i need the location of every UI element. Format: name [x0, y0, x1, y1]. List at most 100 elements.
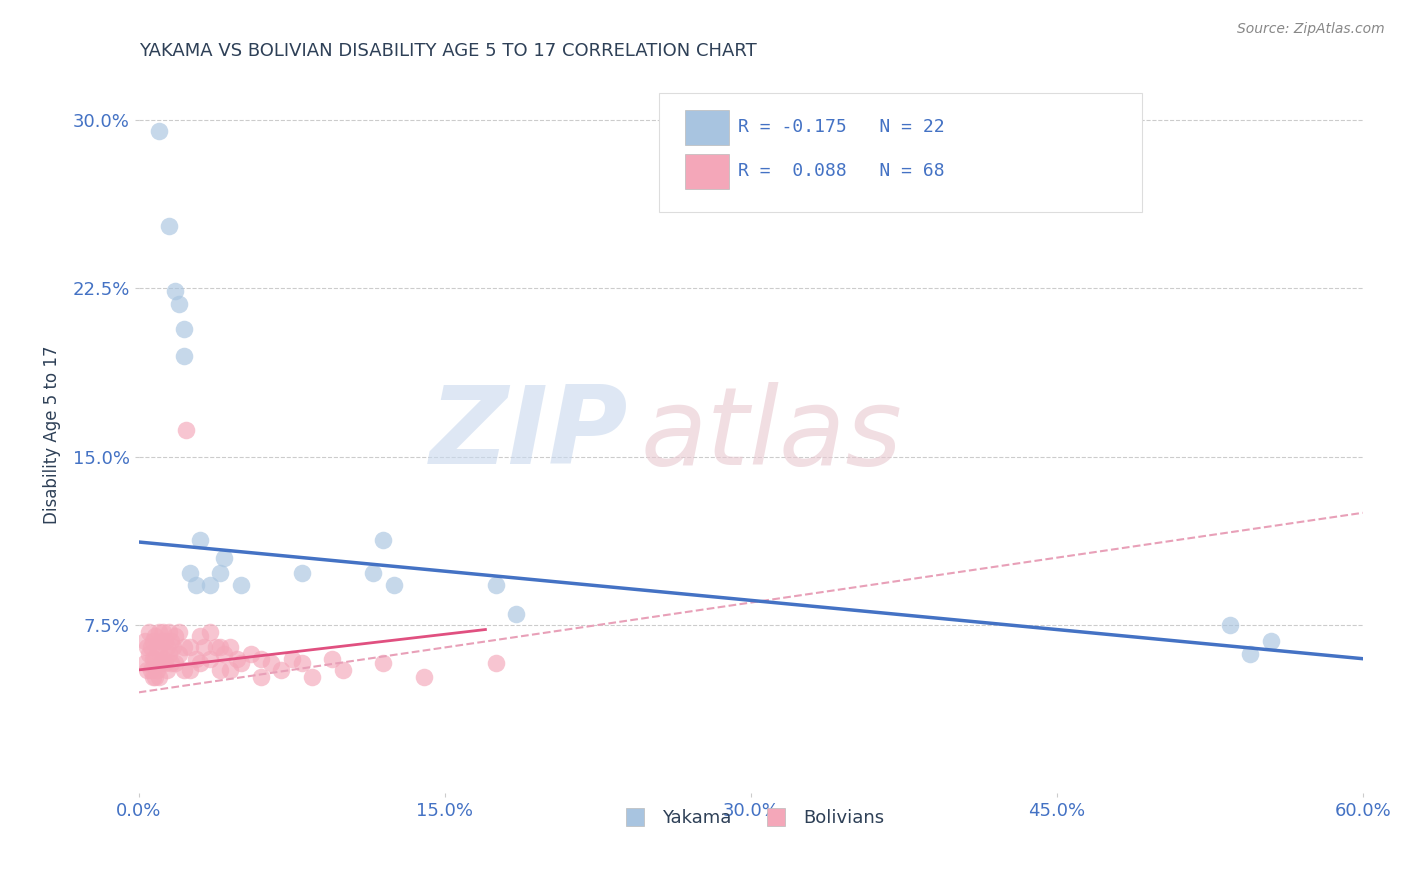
Text: atlas: atlas: [641, 382, 903, 487]
Point: [173, 322, 195, 336]
Point: [143, 629, 166, 643]
Point: [152, 624, 174, 639]
Point: [280, 651, 302, 665]
Y-axis label: Disability Age 5 to 17: Disability Age 5 to 17: [44, 345, 60, 524]
Point: [146, 663, 169, 677]
Point: [332, 663, 354, 677]
Point: [146, 640, 169, 655]
Point: [138, 624, 160, 639]
Point: [152, 651, 174, 665]
Point: [198, 651, 221, 665]
Point: [361, 566, 384, 581]
Point: [250, 651, 273, 665]
Point: [148, 670, 170, 684]
Point: [134, 633, 156, 648]
Point: [188, 656, 211, 670]
Text: ZIP: ZIP: [430, 381, 628, 487]
Point: [270, 663, 292, 677]
Point: [219, 640, 242, 655]
FancyBboxPatch shape: [685, 110, 728, 145]
Text: Source: ZipAtlas.com: Source: ZipAtlas.com: [1237, 22, 1385, 37]
Point: [188, 533, 211, 547]
Point: [157, 624, 180, 639]
FancyBboxPatch shape: [659, 93, 1142, 211]
Text: YAKAMA VS BOLIVIAN DISABILITY AGE 5 TO 17 CORRELATION CHART: YAKAMA VS BOLIVIAN DISABILITY AGE 5 TO 1…: [139, 42, 756, 60]
Point: [250, 670, 273, 684]
Point: [1239, 647, 1261, 661]
Point: [1260, 633, 1282, 648]
Point: [139, 640, 162, 655]
Point: [198, 624, 221, 639]
Point: [209, 640, 232, 655]
Point: [169, 624, 191, 639]
Point: [173, 640, 195, 655]
Point: [214, 647, 236, 661]
Text: R = -0.175   N = 22: R = -0.175 N = 22: [738, 118, 945, 136]
Point: [142, 651, 165, 665]
Point: [142, 633, 165, 648]
Point: [139, 663, 162, 677]
Point: [148, 124, 170, 138]
Point: [173, 663, 195, 677]
Point: [291, 566, 314, 581]
Point: [148, 645, 170, 659]
Point: [156, 663, 179, 677]
Point: [219, 663, 242, 677]
Point: [209, 566, 232, 581]
Point: [413, 670, 436, 684]
Point: [165, 656, 187, 670]
Point: [174, 423, 197, 437]
Point: [179, 640, 201, 655]
Point: [156, 640, 179, 655]
Point: [143, 651, 166, 665]
Point: [485, 577, 508, 591]
Point: [179, 566, 201, 581]
Point: [160, 656, 183, 670]
Point: [382, 577, 405, 591]
Point: [148, 624, 170, 639]
Point: [135, 640, 157, 655]
FancyBboxPatch shape: [685, 154, 728, 189]
Point: [153, 633, 176, 648]
Point: [193, 640, 215, 655]
Point: [184, 577, 207, 591]
Point: [485, 656, 508, 670]
Point: [143, 670, 166, 684]
Point: [173, 349, 195, 363]
Point: [157, 219, 180, 233]
Point: [291, 656, 314, 670]
Point: [373, 656, 395, 670]
Point: [157, 647, 180, 661]
Point: [138, 647, 160, 661]
Point: [205, 640, 228, 655]
Point: [209, 663, 232, 677]
Point: [260, 656, 283, 670]
Point: [214, 550, 236, 565]
Point: [301, 670, 323, 684]
Point: [165, 284, 187, 298]
Point: [150, 656, 173, 670]
Point: [165, 629, 187, 643]
Point: [134, 656, 156, 670]
Point: [135, 663, 157, 677]
Point: [229, 656, 252, 670]
Text: R =  0.088   N = 68: R = 0.088 N = 68: [738, 162, 945, 180]
Point: [188, 629, 211, 643]
Point: [169, 297, 191, 311]
Point: [162, 640, 184, 655]
Point: [225, 651, 247, 665]
Point: [150, 633, 173, 648]
Point: [142, 670, 165, 684]
Point: [169, 647, 191, 661]
Point: [153, 656, 176, 670]
Point: [179, 663, 201, 677]
Point: [321, 651, 343, 665]
Point: [229, 577, 252, 591]
Point: [184, 651, 207, 665]
Point: [239, 647, 262, 661]
Legend: Yakama, Bolivians: Yakama, Bolivians: [609, 802, 891, 835]
Point: [198, 577, 221, 591]
Point: [160, 633, 183, 648]
Point: [1219, 618, 1241, 632]
Point: [373, 533, 395, 547]
